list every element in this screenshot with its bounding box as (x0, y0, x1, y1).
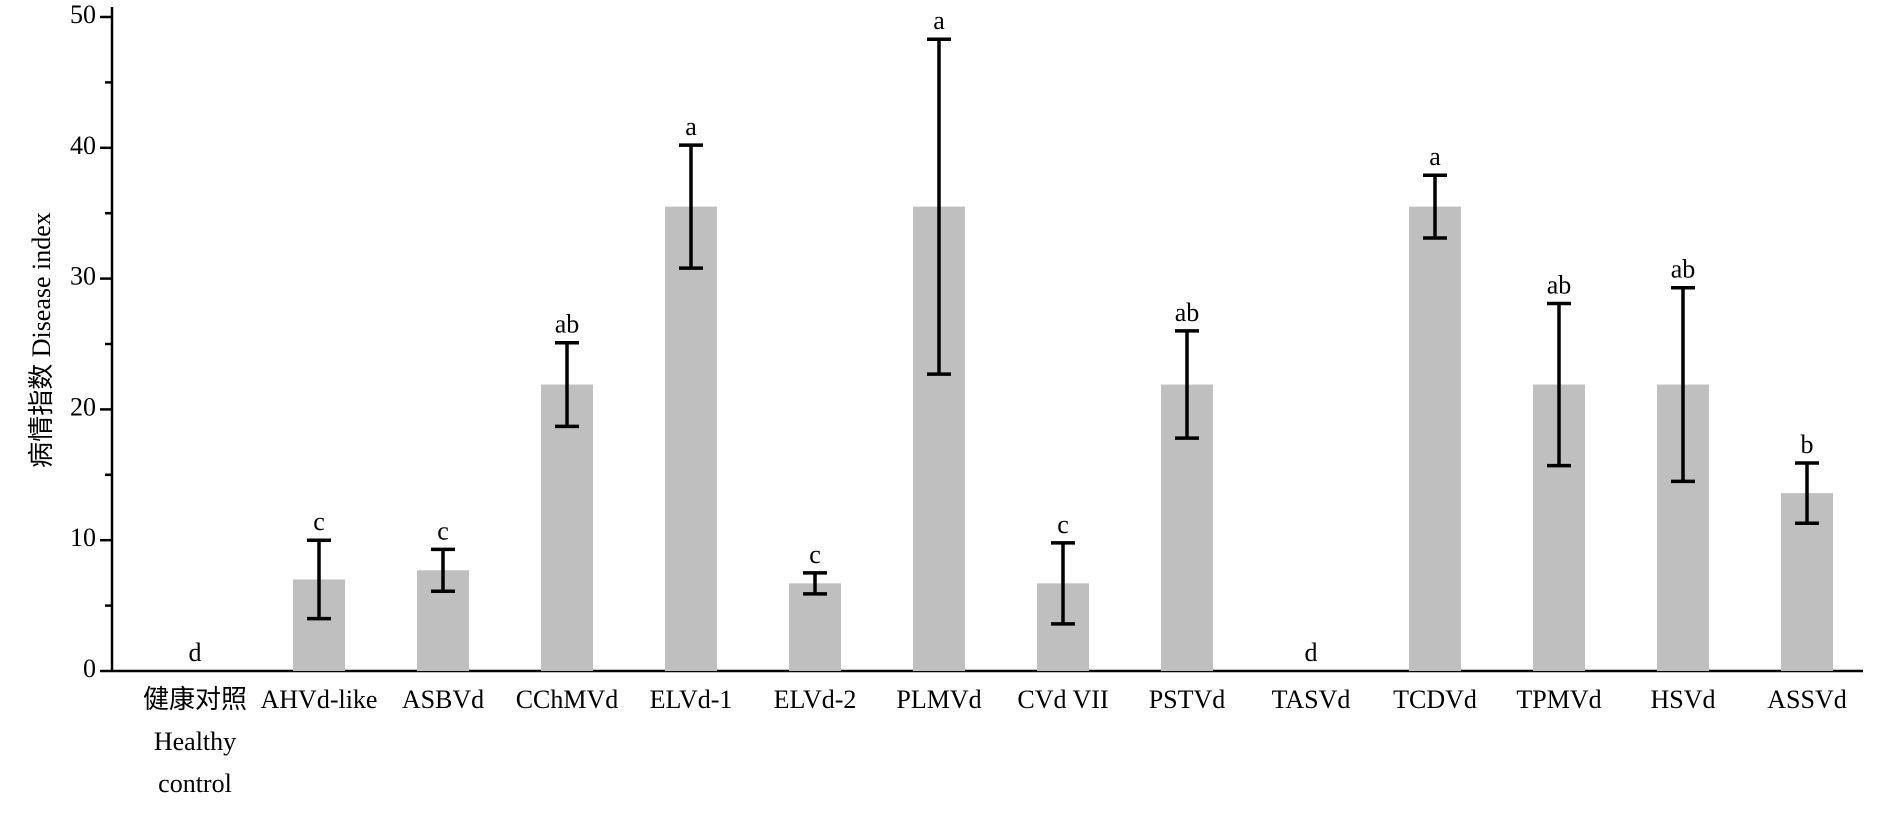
bar (665, 206, 717, 671)
significance-letter: c (809, 540, 821, 569)
y-tick-label: 0 (83, 654, 96, 683)
y-tick-label: 10 (70, 523, 96, 552)
y-tick-label: 40 (70, 131, 96, 160)
x-tick-label: TPMVd (1516, 685, 1601, 714)
x-tick-label: HSVd (1650, 685, 1715, 714)
significance-letter: a (685, 112, 697, 141)
x-tick-label: CVd VII (1017, 685, 1108, 714)
significance-letter: c (313, 507, 325, 536)
x-tick-label: AHVd-like (261, 685, 378, 714)
y-axis-label: 病情指数 Disease index (27, 212, 56, 468)
significance-letter: a (933, 6, 945, 35)
significance-letter: c (1057, 510, 1069, 539)
bar (789, 583, 841, 671)
y-tick-label: 30 (70, 262, 96, 291)
bar (1409, 206, 1461, 671)
bar (541, 384, 593, 671)
x-tick-label: ELVd-1 (650, 685, 733, 714)
y-tick-label: 20 (70, 392, 96, 421)
x-tick-label: 健康对照 Healthy control (143, 685, 247, 798)
significance-letter: ab (1671, 255, 1696, 284)
x-tick-label: PLMVd (896, 685, 981, 714)
y-tick-label: 50 (70, 0, 96, 29)
significance-letter: b (1801, 430, 1814, 459)
significance-letter: d (189, 638, 202, 667)
significance-letter: ab (1547, 270, 1572, 299)
x-tick-label: ASBVd (402, 685, 484, 714)
significance-letter: a (1429, 142, 1441, 171)
significance-letter: c (437, 516, 449, 545)
x-tick-label: ASSVd (1767, 685, 1846, 714)
significance-letter: ab (555, 310, 580, 339)
x-tick-label: PSTVd (1149, 685, 1226, 714)
x-tick-label: TCDVd (1393, 685, 1477, 714)
x-tick-label: ELVd-2 (774, 685, 857, 714)
significance-letter: d (1305, 638, 1318, 667)
significance-letter: ab (1175, 298, 1200, 327)
x-tick-label: CChMVd (516, 685, 619, 714)
x-tick-label: TASVd (1272, 685, 1351, 714)
